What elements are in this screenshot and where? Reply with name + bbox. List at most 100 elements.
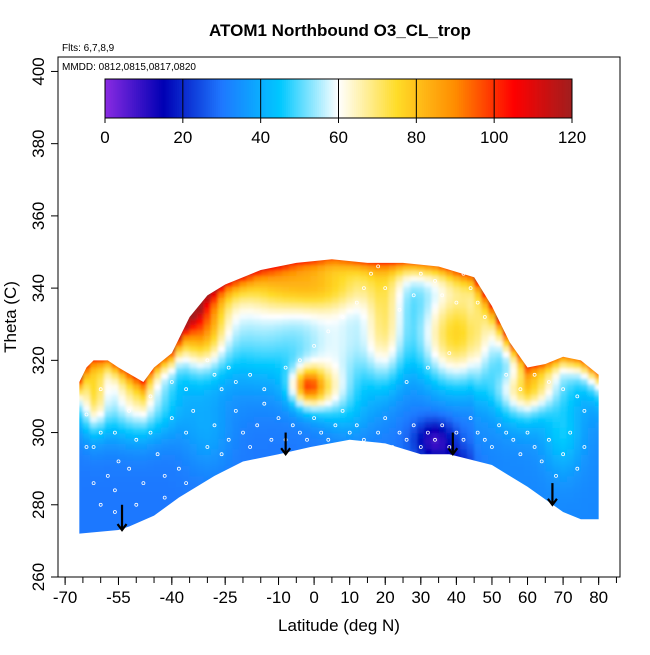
heatmap-cell: [339, 530, 347, 534]
heatmap-cell: [118, 389, 127, 396]
heatmap-cell: [523, 372, 532, 379]
heatmap-cell: [161, 443, 169, 450]
heatmap-cell: [587, 270, 596, 277]
heatmap-cell: [317, 481, 326, 488]
heatmap-cell: [566, 481, 575, 488]
heatmap-cell: [274, 280, 283, 287]
colorbar-segment: [552, 79, 555, 118]
heatmap-cell: [573, 286, 582, 293]
heatmap-cell: [545, 492, 554, 499]
colorbar-segment: [143, 79, 147, 118]
colorbar-segment: [424, 79, 427, 118]
heatmap-cell: [502, 351, 511, 358]
heatmap-cell: [374, 324, 383, 331]
heatmap-cell: [146, 448, 155, 455]
heatmap-cell: [210, 275, 219, 282]
heatmap-cell: [260, 291, 269, 298]
heatmap-cell: [132, 513, 141, 520]
heatmap-cell: [452, 291, 461, 298]
sample-point: [461, 271, 466, 276]
heatmap-cell: [559, 302, 568, 309]
heatmap-cell: [587, 345, 596, 352]
heatmap-cell: [246, 291, 255, 298]
heatmap-cell: [545, 421, 554, 428]
heatmap-cell: [516, 264, 525, 271]
heatmap-cell: [403, 270, 411, 277]
heatmap-cell: [559, 270, 568, 277]
heatmap-cell: [559, 437, 568, 444]
heatmap-cell: [154, 307, 162, 314]
heatmap-cell: [516, 454, 525, 461]
heatmap-cell: [203, 345, 212, 352]
heatmap-cell: [346, 264, 354, 271]
heatmap-cell: [509, 530, 518, 534]
heatmap-cell: [232, 383, 240, 390]
heatmap-cell: [538, 443, 546, 450]
heatmap-cell: [339, 302, 347, 309]
heatmap-cell: [459, 454, 468, 461]
heatmap-cell: [154, 486, 162, 493]
heatmap-cell: [367, 459, 376, 466]
heatmap-cell: [431, 275, 440, 282]
heatmap-cell: [303, 524, 312, 531]
heatmap-cell: [253, 470, 262, 477]
colorbar-segment: [346, 79, 349, 118]
heatmap-cell: [189, 259, 198, 266]
heatmap-cell: [516, 443, 525, 450]
heatmap-cell: [445, 259, 454, 266]
sample-point: [248, 372, 253, 377]
heatmap-cell: [196, 513, 205, 520]
colorbar-segment: [161, 79, 164, 118]
heatmap-cell: [168, 324, 176, 331]
heatmap-cell: [445, 432, 454, 439]
heatmap-cell: [502, 443, 511, 450]
heatmap-cell: [531, 329, 539, 336]
heatmap-cell: [488, 497, 497, 504]
heatmap-cell: [225, 465, 233, 472]
heatmap-cell: [253, 475, 262, 482]
heatmap-cell: [488, 367, 497, 374]
heatmap-cell: [90, 302, 98, 309]
heatmap-cell: [410, 470, 418, 477]
heatmap-cell: [154, 259, 162, 266]
heatmap-cell: [289, 502, 297, 509]
heatmap-cell: [125, 519, 134, 526]
heatmap-cell: [602, 405, 610, 411]
heatmap-cell: [125, 486, 134, 493]
colorbar-segment: [256, 79, 260, 118]
heatmap-cell: [203, 394, 212, 401]
heatmap-cell: [90, 259, 98, 260]
heatmap-cell: [161, 356, 169, 363]
heatmap-cell: [552, 400, 561, 407]
heatmap-cell: [303, 410, 312, 417]
colorbar-segment: [515, 79, 519, 118]
heatmap-cell: [175, 519, 184, 526]
heatmap-cell: [79, 351, 84, 358]
heatmap-cell: [595, 530, 599, 534]
heatmap-cell: [523, 486, 532, 493]
heatmap-cell: [417, 400, 425, 407]
heatmap-cell: [410, 329, 418, 336]
heatmap-cell: [210, 410, 219, 417]
heatmap-cell: [587, 367, 596, 374]
heatmap-cell: [395, 362, 404, 369]
heatmap-cell: [168, 459, 176, 466]
heatmap-cell: [253, 502, 262, 509]
heatmap-cell: [445, 427, 454, 434]
heatmap-cell: [587, 286, 596, 293]
heatmap-cell: [346, 437, 354, 444]
heatmap-cell: [79, 486, 84, 493]
heatmap-cell: [246, 345, 255, 352]
heatmap-cell: [488, 508, 497, 515]
heatmap-cell: [210, 524, 219, 531]
heatmap-cell: [218, 291, 226, 298]
heatmap-cell: [459, 421, 468, 428]
heatmap-cell: [374, 313, 383, 320]
heatmap-cell: [580, 410, 589, 417]
heatmap-cell: [161, 345, 169, 352]
heatmap-cell: [360, 372, 369, 379]
heatmap-cell: [509, 486, 518, 493]
heatmap-cell: [459, 318, 468, 325]
heatmap-cell: [438, 291, 447, 298]
